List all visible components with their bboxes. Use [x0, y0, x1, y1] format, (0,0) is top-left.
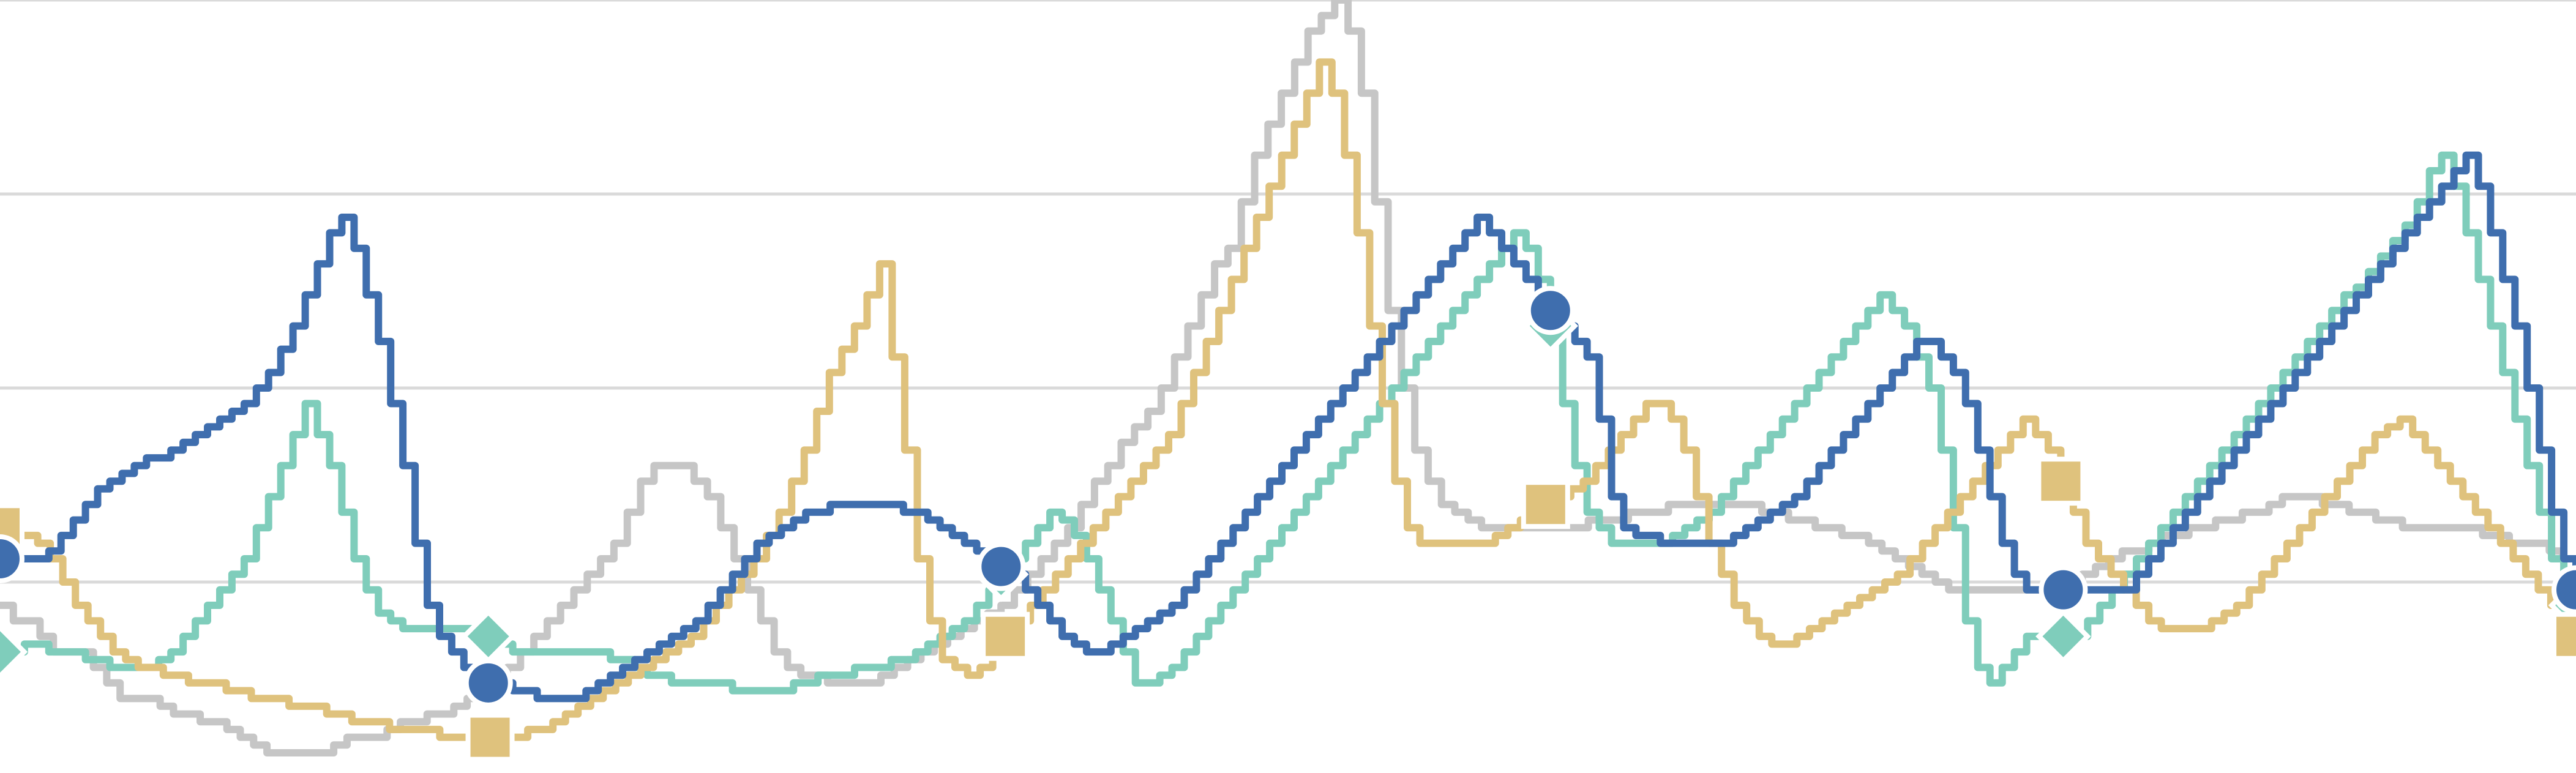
series-4-marker-2 [463, 658, 513, 708]
series-3-marker-4 [1521, 480, 1570, 529]
series-2-marker-2 [460, 608, 516, 665]
markers-group [0, 286, 2576, 762]
series-line-2 [0, 151, 2576, 695]
series-4-marker-5 [2039, 565, 2088, 614]
series-4-marker-3 [976, 542, 1026, 591]
series-line-4 [0, 151, 2576, 703]
series-2-marker-1 [0, 624, 28, 680]
series-4-marker-6 [2552, 565, 2576, 614]
series-3-marker-5 [2036, 457, 2086, 506]
series-4-marker-4 [1526, 286, 1575, 335]
series-line-1 [0, 0, 2576, 756]
series-line-3 [0, 58, 2576, 741]
series-2-marker-5 [2035, 608, 2091, 665]
series-3-marker-2 [465, 712, 515, 762]
series-3-marker-3 [981, 611, 1030, 661]
series-3-marker-6 [2552, 611, 2576, 661]
series-group [0, 0, 2576, 756]
series-4-marker-1 [0, 534, 24, 583]
